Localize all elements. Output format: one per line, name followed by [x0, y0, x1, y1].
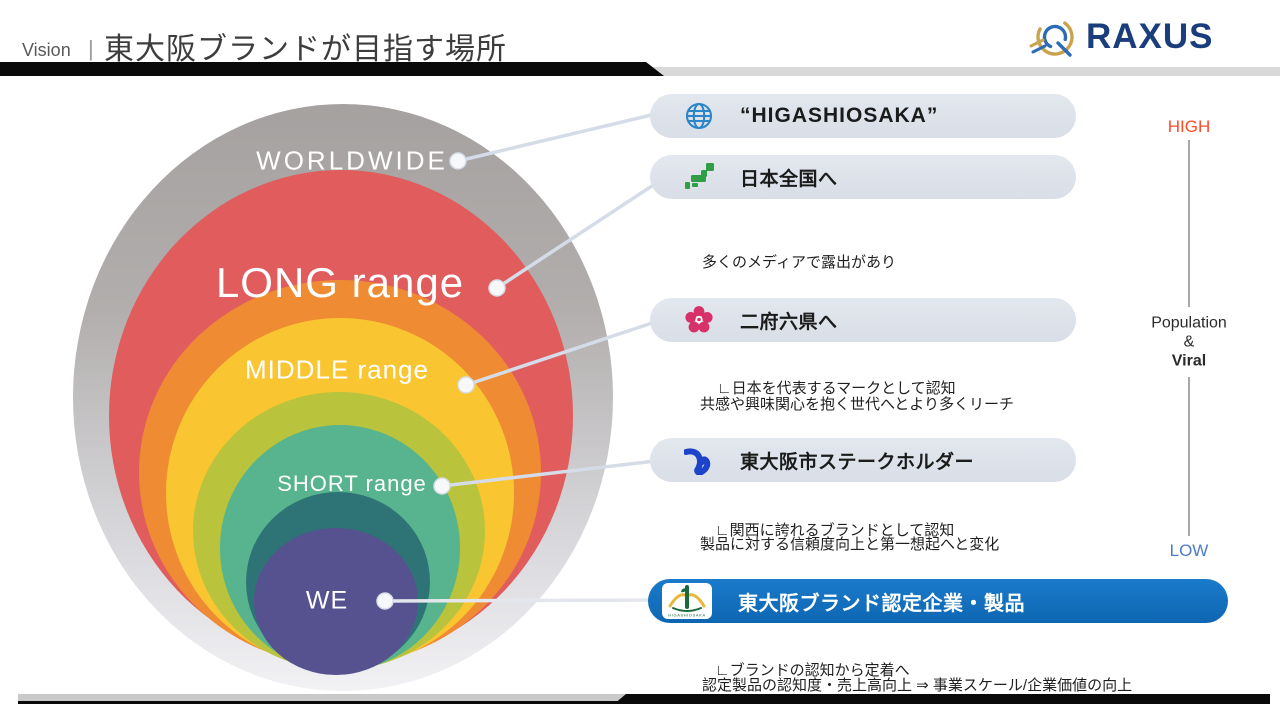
- panel-title: 日本全国へ: [740, 168, 838, 190]
- brand-badge-text: HIGASHIOSAKA: [668, 613, 705, 618]
- ring-label-middle-range: MIDDLE range: [245, 354, 429, 385]
- globe-icon: [685, 102, 713, 130]
- brand-mark-badge: HIGASHIOSAKA: [662, 583, 712, 619]
- scale-low-label: LOW: [1169, 541, 1209, 560]
- title-separator: |: [88, 36, 94, 61]
- panel-certified-brand-pill: HIGASHIOSAKA 東大阪ブランド認定企業・製品: [648, 579, 1228, 623]
- panel-stakeholder-pill: 東大阪市ステークホルダー: [650, 438, 1076, 482]
- brand-mark-icon: HIGASHIOSAKA: [668, 585, 706, 618]
- ring-label-long-range: LONG range: [215, 259, 465, 306]
- scale-ampersand: &: [1183, 333, 1195, 351]
- note-line: 共感や興味関心を抱く世代へとより多くリーチ: [700, 396, 1014, 413]
- panel-certified-notes: 認定製品の認知度・売上高向上 ⇒ 事業スケール/企業価値の向上 ∟参画企業数の増…: [702, 633, 1132, 720]
- page-title: 東大阪ブランドが目指す場所: [104, 33, 507, 66]
- panel-higashiosaka-pill: “HIGASHIOSAKA”: [650, 94, 1076, 138]
- note-line: 多くのメディアで露出があり: [702, 254, 896, 271]
- brand-name: RAXUS: [1086, 17, 1214, 56]
- brand-logo: RAXUS: [1028, 12, 1258, 62]
- panel-title: 東大阪ブランド認定企業・製品: [738, 592, 1025, 615]
- scale-population: Population: [1151, 314, 1227, 332]
- note-line: 認定製品の認知度・売上高向上 ⇒ 事業スケール/企業価値の向上: [702, 677, 1133, 694]
- note-line: ∟関西に誇れるブランドとして認知: [700, 522, 955, 539]
- panel-title: 二府六県へ: [740, 311, 838, 333]
- scale-mid-label: Population & Viral: [1151, 314, 1227, 371]
- ring-label-we: WE: [305, 586, 349, 615]
- panel-title: 東大阪市ステークホルダー: [740, 451, 975, 473]
- scale-high-label: HIGH: [1167, 117, 1211, 136]
- note-line: ∟ブランドの認知から定着へ: [700, 662, 910, 679]
- plum-flower-icon: [685, 306, 713, 333]
- ring-label-short-range: SHORT range: [277, 471, 427, 496]
- panel-title: “HIGASHIOSAKA”: [740, 104, 939, 127]
- raxus-logo-icon: [1029, 18, 1074, 57]
- note-line: ∟日本を代表するマークとして認知: [702, 380, 956, 397]
- city-emblem-icon: [684, 448, 711, 475]
- panel-japan-pill: 日本全国へ: [650, 155, 1076, 199]
- note-line: 製品に対する信頼度向上と第一想起へと変化: [700, 536, 1000, 553]
- scale-viral: Viral: [1171, 352, 1207, 370]
- japan-map-icon: [685, 163, 714, 189]
- ring-label-worldwide: WORLDWIDE: [256, 145, 448, 176]
- panel-kansai-pill: 二府六県へ: [650, 298, 1076, 342]
- eyebrow-label: Vision: [22, 40, 71, 60]
